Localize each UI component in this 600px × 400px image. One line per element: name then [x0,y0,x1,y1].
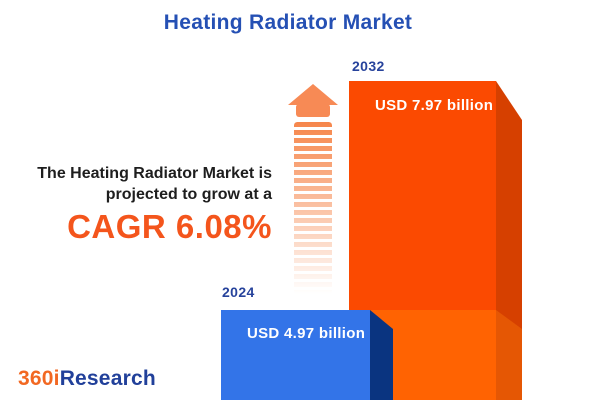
bar-2024-face [221,310,370,400]
arrow-stripes [294,122,332,294]
logo-360i: 360i [18,367,60,390]
bar-value-2032: USD 7.97 billion [375,97,494,114]
growth-arrow-icon [288,84,338,294]
logo: 360iResearch [18,367,156,391]
year-label-2032: 2032 [352,58,385,74]
bar-2024-side [370,310,393,400]
bar-2032-lower-side [496,310,522,400]
logo-research: Research [59,367,156,390]
annotation-line-2: projected to grow at a [105,186,272,203]
growth-annotation: The Heating Radiator Market is projected… [37,163,272,244]
arrow-head-icon [288,84,338,105]
bar-value-2024: USD 4.97 billion [247,325,366,342]
arrow-neck [296,104,330,117]
year-label-2024: 2024 [222,284,255,300]
page-title: Heating Radiator Market [163,11,413,34]
annotation-line-1: The Heating Radiator Market is [37,165,272,182]
cagr-value: CAGR 6.08% [67,208,272,245]
